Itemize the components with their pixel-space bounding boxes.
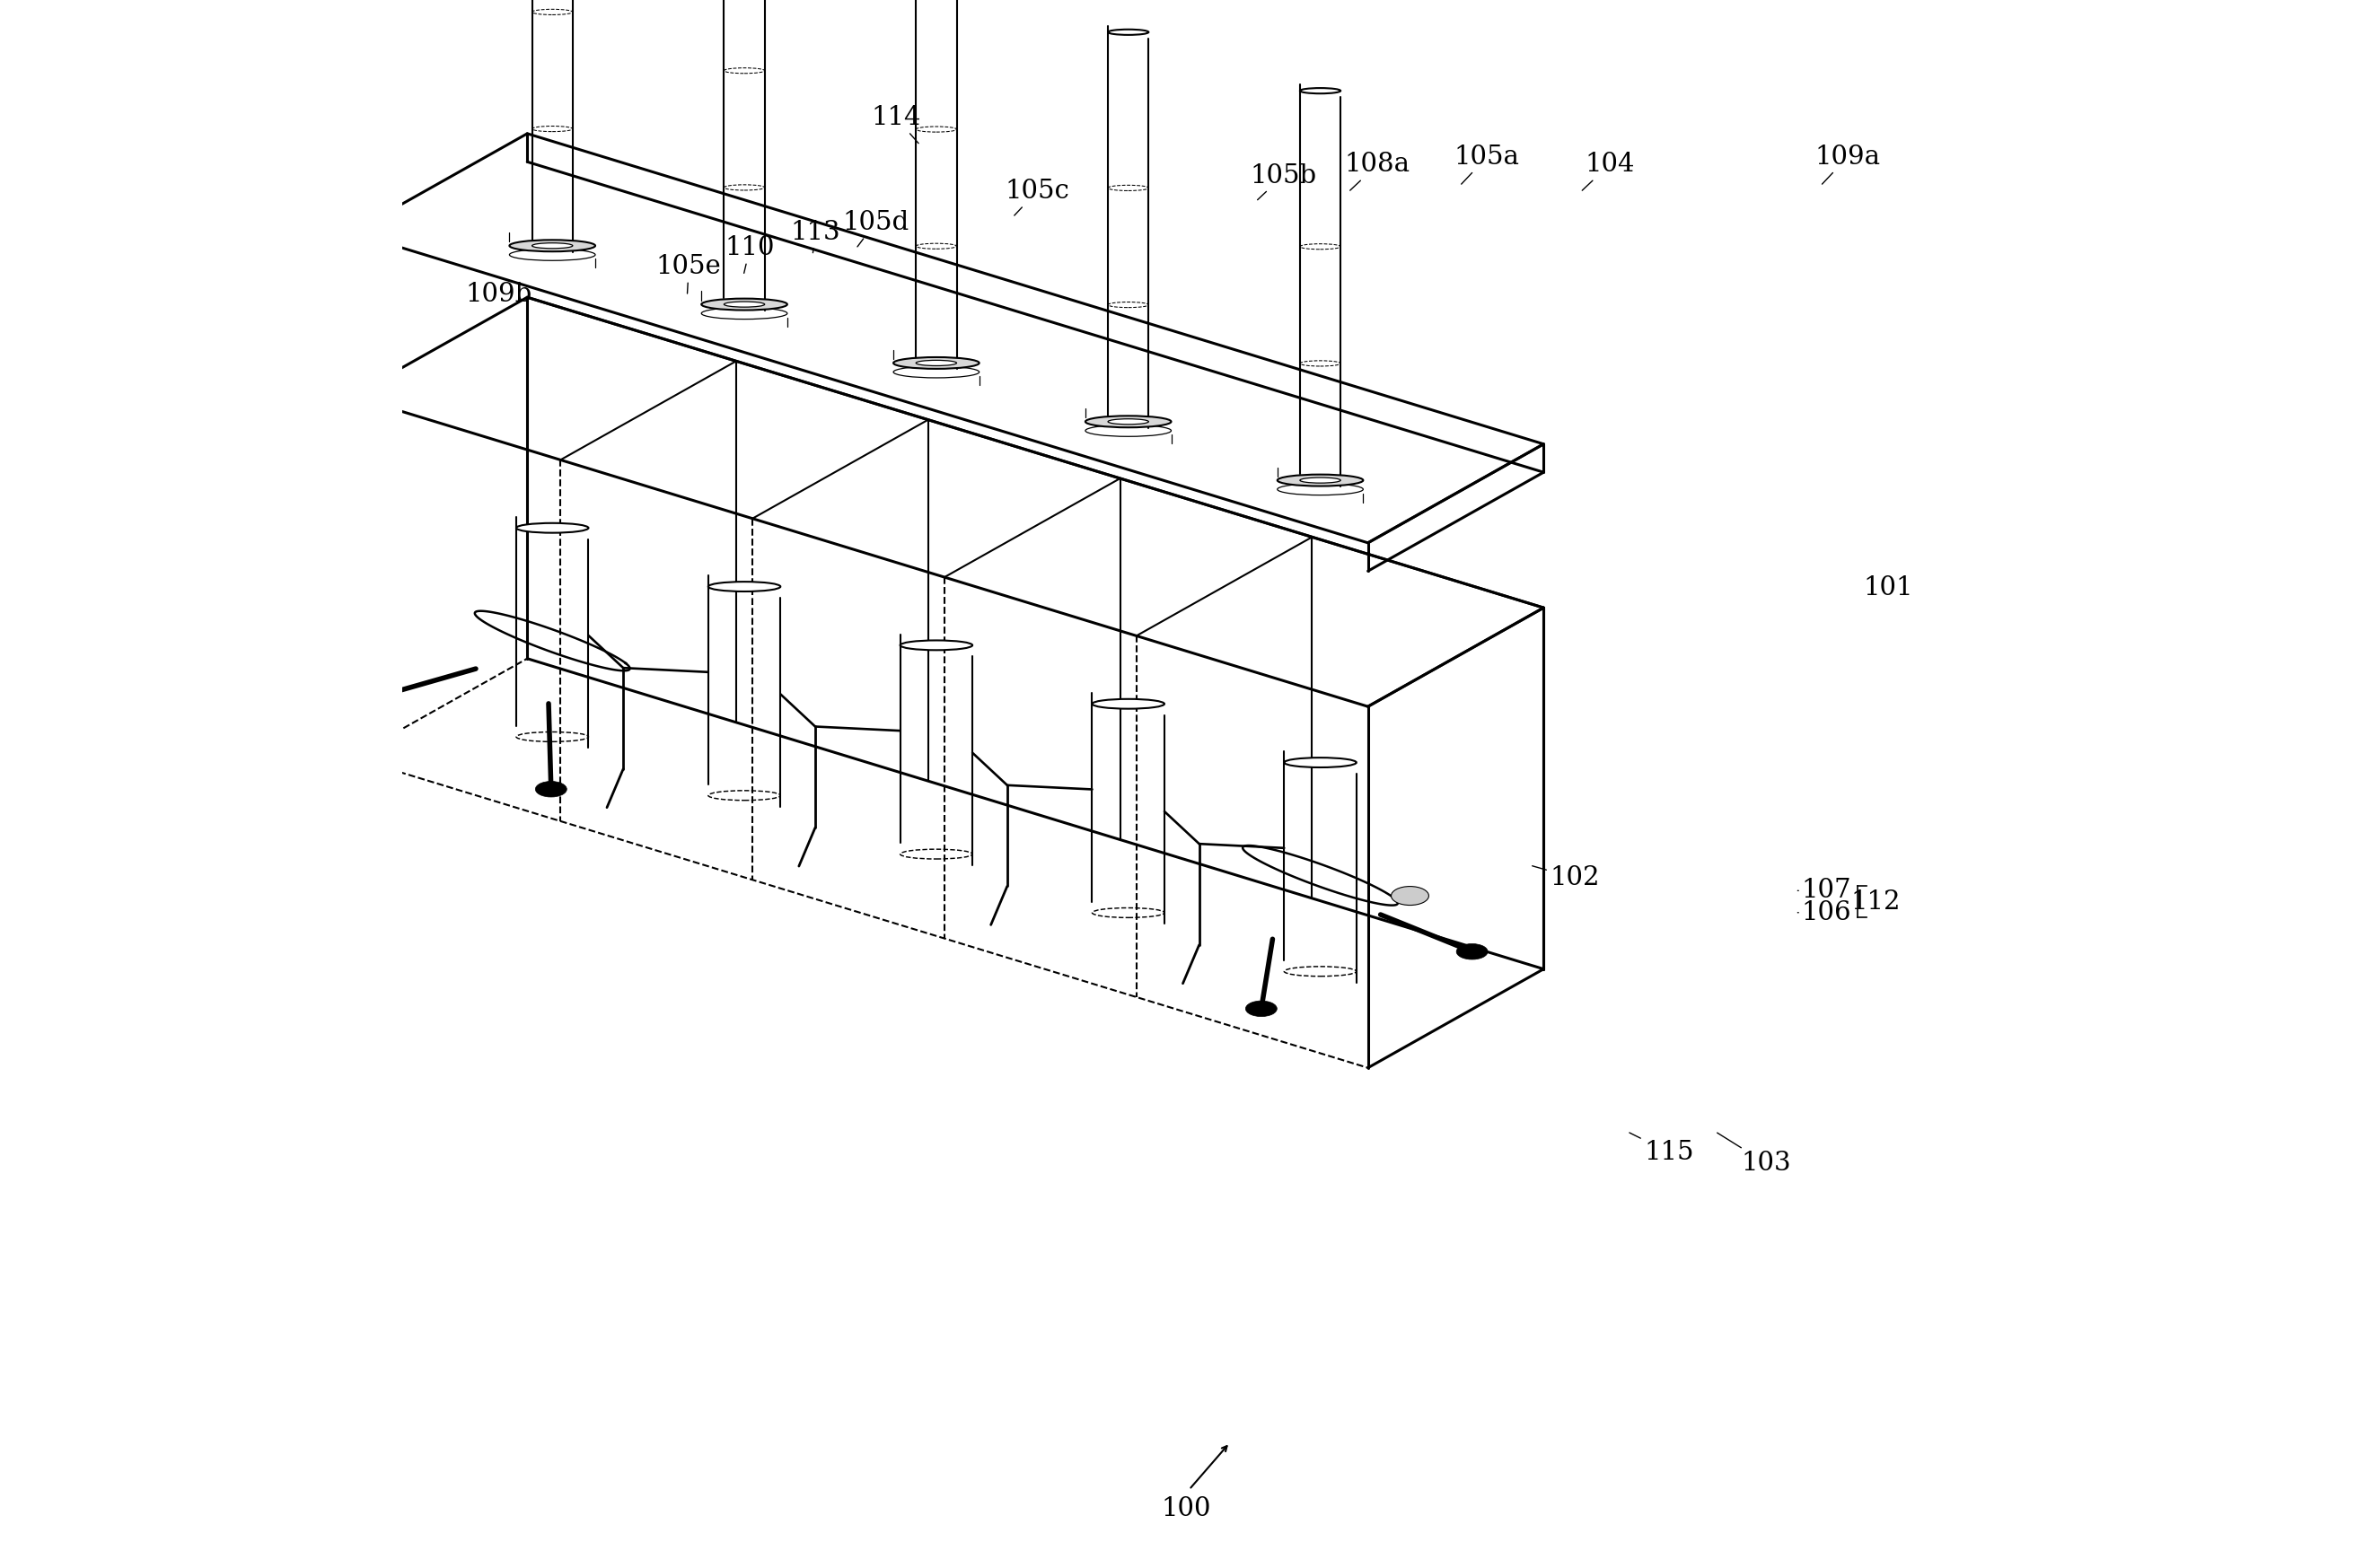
Text: 109a: 109a: [1815, 144, 1881, 183]
Text: 106: 106: [1798, 900, 1850, 925]
Ellipse shape: [723, 301, 764, 307]
Text: 104: 104: [1582, 152, 1634, 190]
Text: 108a: 108a: [1345, 152, 1411, 190]
Ellipse shape: [1108, 30, 1148, 34]
Ellipse shape: [1283, 757, 1357, 767]
Ellipse shape: [1300, 88, 1340, 94]
Ellipse shape: [894, 358, 980, 368]
Text: 113: 113: [790, 220, 840, 252]
Text: 109b: 109b: [465, 282, 531, 307]
Text: 112: 112: [1850, 889, 1900, 914]
Ellipse shape: [510, 240, 595, 251]
Ellipse shape: [899, 640, 973, 651]
Text: 105e: 105e: [657, 254, 721, 293]
Ellipse shape: [1091, 699, 1165, 709]
Text: 107: 107: [1798, 878, 1850, 903]
Ellipse shape: [1086, 416, 1172, 428]
Ellipse shape: [1390, 886, 1428, 905]
Ellipse shape: [1456, 944, 1487, 960]
Text: 105b: 105b: [1250, 163, 1316, 199]
Ellipse shape: [531, 243, 572, 248]
Ellipse shape: [517, 524, 588, 533]
Text: 105d: 105d: [842, 210, 908, 246]
Ellipse shape: [1108, 419, 1148, 425]
Text: 103: 103: [1717, 1132, 1791, 1176]
Text: 100: 100: [1160, 1496, 1212, 1521]
Ellipse shape: [536, 781, 567, 797]
Text: 105a: 105a: [1454, 144, 1520, 183]
Text: 102: 102: [1532, 866, 1599, 891]
Text: 101: 101: [1864, 575, 1914, 601]
Ellipse shape: [1245, 1000, 1276, 1016]
Ellipse shape: [1279, 475, 1364, 486]
Ellipse shape: [1300, 478, 1340, 483]
Ellipse shape: [709, 582, 780, 591]
Text: 115: 115: [1630, 1132, 1694, 1165]
Ellipse shape: [299, 707, 330, 723]
Text: 114: 114: [871, 105, 920, 143]
Text: 110: 110: [726, 235, 776, 273]
Ellipse shape: [916, 361, 956, 365]
Ellipse shape: [702, 298, 788, 310]
Text: 105c: 105c: [1006, 179, 1070, 215]
